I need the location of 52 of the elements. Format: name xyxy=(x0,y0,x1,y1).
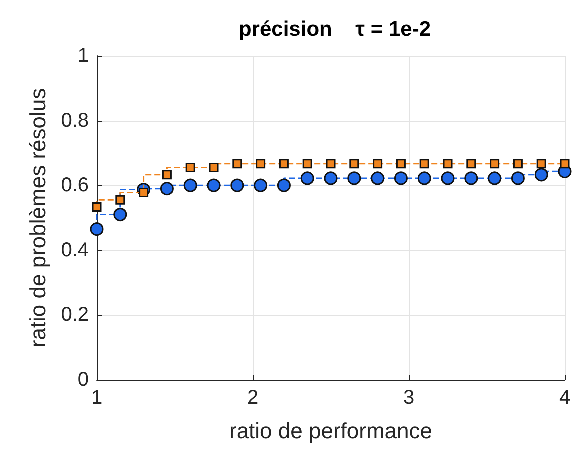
x-tick-label: 1 xyxy=(91,387,103,409)
point xyxy=(302,159,312,169)
y-tick-label: 0.8 xyxy=(61,110,89,132)
y-tick-label: 0.6 xyxy=(61,174,89,197)
point xyxy=(490,159,500,169)
point xyxy=(326,159,336,169)
point xyxy=(116,195,126,205)
x-tick-label: 3 xyxy=(403,387,415,409)
x-axis-title: ratio de performance xyxy=(230,418,432,444)
point xyxy=(443,159,453,169)
y-tick-label: 0.4 xyxy=(61,239,89,262)
point xyxy=(513,159,523,169)
point xyxy=(373,159,383,169)
point xyxy=(254,178,268,192)
y-axis-title: ratio de problèmes résolus xyxy=(26,88,50,348)
point xyxy=(207,178,221,192)
point xyxy=(396,159,406,169)
point xyxy=(279,159,289,169)
point xyxy=(232,159,242,169)
point xyxy=(488,172,502,186)
point xyxy=(534,168,548,182)
point xyxy=(114,208,128,222)
point xyxy=(441,172,455,186)
y-tick-label: 1 xyxy=(78,45,89,67)
point xyxy=(160,182,174,196)
point xyxy=(277,178,291,192)
x-tick-label: 2 xyxy=(247,387,259,409)
point xyxy=(162,170,172,180)
y-tick-label: 0.2 xyxy=(61,304,89,326)
point xyxy=(536,159,546,169)
point xyxy=(184,178,198,192)
point xyxy=(324,172,338,186)
point xyxy=(348,172,362,186)
point xyxy=(418,172,432,186)
point xyxy=(511,172,525,186)
point xyxy=(92,202,102,212)
point xyxy=(350,159,360,169)
chart-title: précision τ = 1e-2 xyxy=(238,18,432,41)
point xyxy=(560,159,570,169)
x-tick-label: 4 xyxy=(559,387,571,409)
y-tick-label: 0 xyxy=(78,369,89,391)
point xyxy=(90,222,104,236)
point xyxy=(230,178,244,192)
point xyxy=(209,163,219,173)
point xyxy=(256,159,266,169)
point xyxy=(466,159,476,169)
point xyxy=(300,172,314,186)
point xyxy=(464,172,478,186)
point xyxy=(420,159,430,169)
point xyxy=(371,172,385,186)
point xyxy=(394,172,408,186)
point xyxy=(186,163,196,173)
